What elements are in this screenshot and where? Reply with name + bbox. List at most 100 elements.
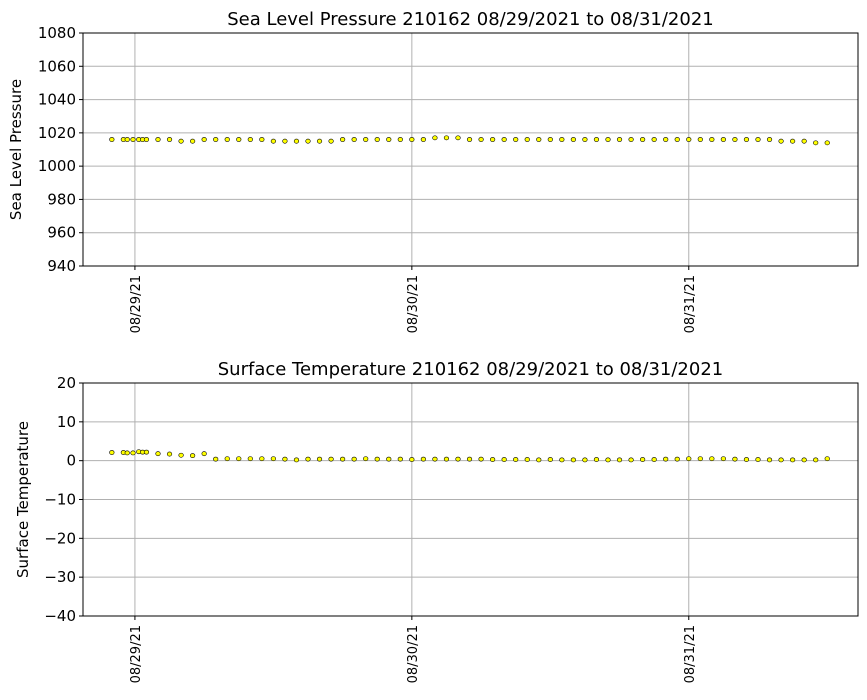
chart-title: Surface Temperature 210162 08/29/2021 to…	[218, 359, 723, 380]
data-point	[282, 138, 288, 144]
data-point	[340, 456, 346, 462]
x-tick-label: 08/30/21	[406, 625, 421, 683]
y-tick-label: 1060	[38, 57, 76, 75]
data-point	[386, 137, 392, 142]
y-tick-label: 1080	[38, 24, 76, 42]
plot-frame	[82, 32, 859, 267]
data-point	[316, 456, 323, 462]
data-point	[124, 450, 130, 456]
y-tick-label: 20	[57, 374, 76, 392]
data-point	[697, 456, 703, 462]
data-point	[455, 456, 461, 462]
data-point	[801, 457, 807, 463]
data-point	[143, 137, 150, 142]
data-point	[420, 456, 426, 462]
data-point	[697, 137, 703, 142]
data-point	[166, 137, 173, 142]
data-point	[124, 137, 130, 142]
data-point	[524, 457, 530, 462]
data-point	[663, 456, 669, 462]
data-point	[236, 137, 242, 142]
sea-level-pressure-plot: 940 960 980 1000 1020 1040 1060 1080 08/29/21 08/…	[7, 9, 859, 333]
data-point	[305, 138, 311, 144]
data-point	[547, 457, 553, 462]
data-point	[270, 456, 276, 462]
y-tick-label: −30	[44, 568, 76, 586]
data-point	[778, 138, 784, 144]
y-axis-label: Surface Temperature	[14, 421, 32, 578]
data-point	[130, 137, 136, 142]
data-point	[443, 456, 450, 462]
data-point	[490, 137, 496, 142]
data-point	[397, 456, 403, 462]
data-point	[582, 457, 588, 463]
data-point	[374, 137, 380, 142]
data-point	[224, 456, 230, 462]
data-point	[340, 137, 346, 142]
data-point	[190, 453, 196, 459]
data-point	[143, 449, 150, 455]
data-point	[363, 137, 369, 142]
data-point	[790, 138, 796, 144]
data-point	[513, 457, 519, 462]
data-point	[270, 138, 276, 144]
data-point	[305, 456, 311, 462]
data-point	[582, 137, 588, 142]
data-point	[593, 457, 600, 462]
data-point	[213, 456, 219, 462]
data-point	[824, 140, 830, 146]
data-point	[130, 450, 136, 456]
data-point	[663, 137, 669, 142]
data-point	[432, 135, 438, 141]
data-point	[259, 456, 265, 462]
data-point	[155, 137, 161, 142]
data-point	[513, 137, 519, 142]
data-point	[316, 138, 323, 144]
data-point	[190, 138, 196, 144]
data-point	[674, 137, 680, 142]
data-point	[709, 456, 715, 462]
data-point	[490, 457, 496, 462]
data-point	[743, 137, 750, 142]
data-point	[201, 137, 207, 142]
data-point	[651, 457, 657, 462]
data-point	[213, 137, 219, 142]
data-point	[501, 137, 507, 142]
data-point	[478, 137, 484, 142]
data-point	[328, 138, 334, 144]
x-tick-label: 08/31/21	[683, 625, 698, 683]
y-tick-label: 940	[47, 257, 76, 275]
data-point	[155, 451, 161, 457]
data-point	[259, 137, 265, 142]
data-point	[178, 452, 184, 458]
plot-frame	[82, 382, 859, 617]
data-point	[501, 457, 507, 462]
data-point	[605, 137, 611, 142]
data-point	[570, 457, 576, 463]
data-point	[247, 137, 253, 142]
x-tick-label: 08/31/21	[683, 275, 698, 333]
data-point	[420, 137, 426, 142]
y-tick-label: 0	[66, 452, 76, 470]
data-point	[766, 137, 773, 142]
data-point	[201, 451, 207, 457]
data-point	[559, 137, 565, 142]
y-tick-label: 1020	[38, 124, 76, 142]
y-tick-label: 10	[57, 413, 76, 431]
data-point	[409, 457, 415, 462]
data-point	[466, 456, 473, 462]
data-point	[443, 135, 450, 141]
data-point	[801, 138, 807, 144]
data-point	[824, 456, 830, 462]
y-tick-label: −20	[44, 529, 76, 547]
data-point	[720, 456, 726, 462]
data-point	[293, 138, 300, 144]
data-point	[686, 456, 692, 462]
data-point	[397, 137, 403, 142]
y-tick-label: 980	[47, 190, 76, 208]
data-point	[109, 450, 115, 455]
data-point	[478, 456, 484, 462]
data-point	[386, 456, 392, 462]
y-tick-label: 1040	[38, 91, 76, 109]
